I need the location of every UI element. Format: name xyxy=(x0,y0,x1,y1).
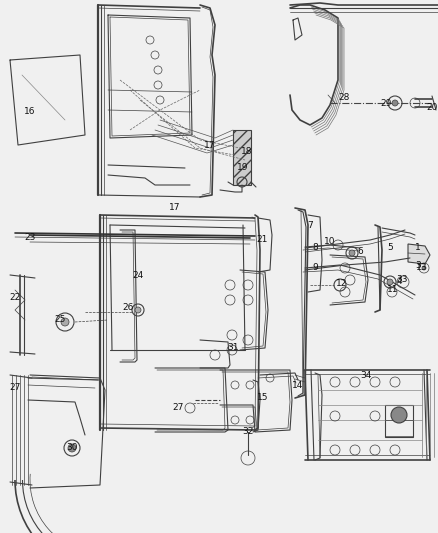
Text: 17: 17 xyxy=(204,141,216,149)
Text: 17: 17 xyxy=(169,204,181,213)
Text: 16: 16 xyxy=(24,108,36,117)
Circle shape xyxy=(392,100,398,106)
Text: 10: 10 xyxy=(324,238,336,246)
Text: 18: 18 xyxy=(241,147,253,156)
Text: 7: 7 xyxy=(307,221,313,230)
Text: 24: 24 xyxy=(132,271,144,279)
Text: 32: 32 xyxy=(242,427,254,437)
Text: 27: 27 xyxy=(9,384,21,392)
Text: 31: 31 xyxy=(227,343,239,352)
Text: 5: 5 xyxy=(387,244,393,253)
Text: 3: 3 xyxy=(415,261,421,270)
Text: 1: 1 xyxy=(415,244,421,253)
Text: 14: 14 xyxy=(292,381,304,390)
Text: 4: 4 xyxy=(396,278,402,287)
Text: 26: 26 xyxy=(122,303,134,312)
Text: 27: 27 xyxy=(172,403,184,413)
Text: 23: 23 xyxy=(25,233,35,243)
Text: 19: 19 xyxy=(237,164,249,173)
Text: 30: 30 xyxy=(66,443,78,453)
Text: 29: 29 xyxy=(380,99,392,108)
Polygon shape xyxy=(408,244,430,264)
Circle shape xyxy=(422,266,426,270)
Text: 28: 28 xyxy=(338,93,350,102)
Text: 22: 22 xyxy=(9,294,21,303)
Circle shape xyxy=(349,250,355,256)
Text: 20: 20 xyxy=(426,103,438,112)
Circle shape xyxy=(61,318,69,326)
Bar xyxy=(233,130,251,185)
Text: 21: 21 xyxy=(256,236,268,245)
Text: 25: 25 xyxy=(54,316,66,325)
Text: 9: 9 xyxy=(312,263,318,272)
Circle shape xyxy=(391,407,407,423)
Text: 11: 11 xyxy=(387,286,399,295)
Bar xyxy=(385,405,413,437)
Text: 12: 12 xyxy=(336,279,348,288)
Text: 15: 15 xyxy=(257,393,269,402)
Text: 6: 6 xyxy=(357,247,363,256)
Text: 33: 33 xyxy=(396,276,408,285)
Text: 13: 13 xyxy=(416,263,428,272)
Circle shape xyxy=(135,307,141,313)
Circle shape xyxy=(68,444,76,452)
Circle shape xyxy=(387,279,393,285)
Text: 34: 34 xyxy=(360,370,372,379)
Text: 8: 8 xyxy=(312,244,318,253)
